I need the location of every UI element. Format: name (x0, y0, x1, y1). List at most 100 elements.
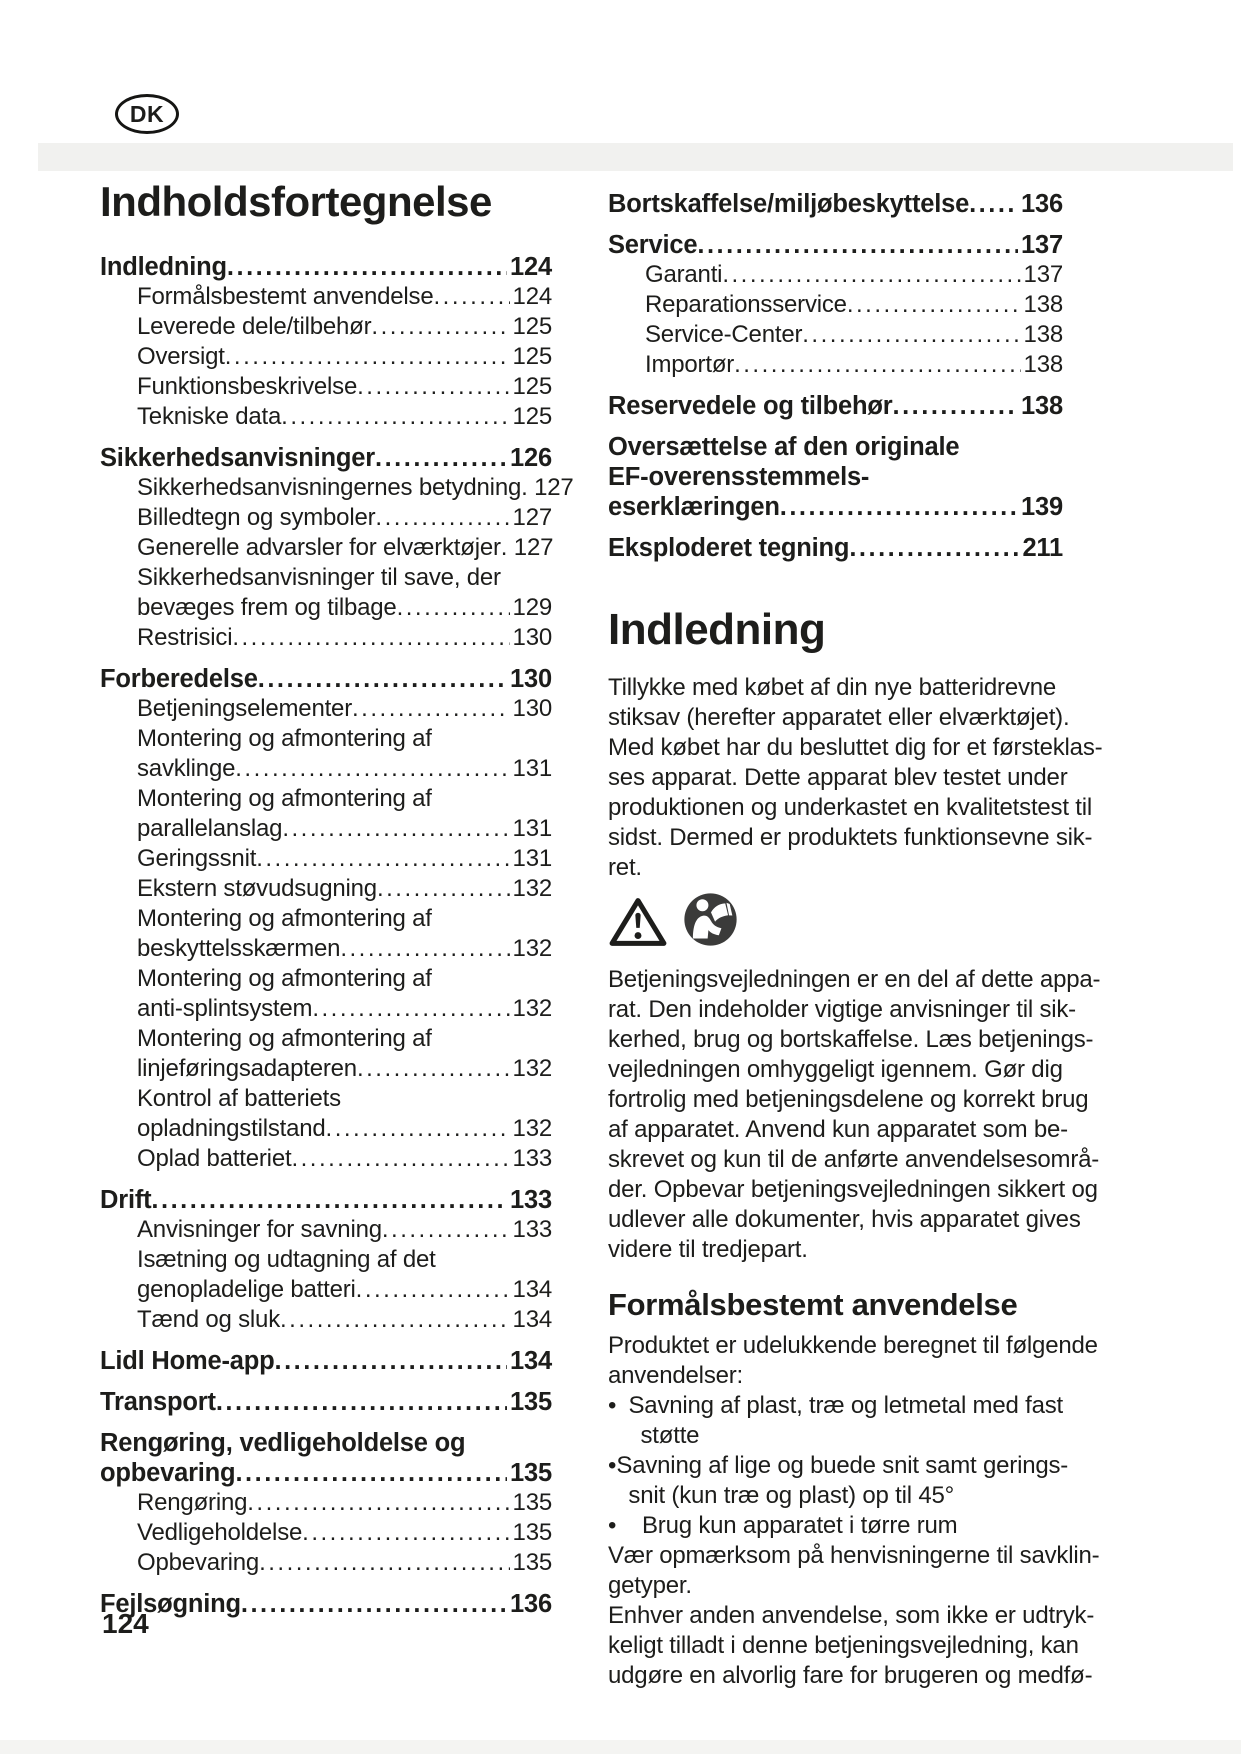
dot-leader (235, 754, 509, 784)
toc-entry-page-number: 129 (512, 594, 553, 621)
toc-entry: Service-Center 138 (608, 320, 1063, 350)
bullet-marker: • (608, 1392, 617, 1419)
toc-entry-last-line: Transport 135 (100, 1387, 552, 1417)
text-line: Brug kun apparatet i tørre rum (642, 1512, 958, 1539)
toc-entry-page-number: 131 (512, 815, 553, 842)
toc-entry: Anvisninger for savning 133 (100, 1215, 552, 1245)
toc-entry: Vedligeholdelse 135 (100, 1518, 552, 1548)
dot-leader (235, 1458, 507, 1488)
dot-leader (312, 994, 509, 1024)
dot-leader (501, 533, 511, 563)
toc-title: Indholdsfortegnelse (100, 178, 492, 225)
usage-note-paragraph: Vær opmærksom på henvisningerne til savk… (608, 1541, 1100, 1601)
text-line: Enhver anden anvendelse, som ikke er udt… (608, 1602, 1095, 1629)
toc-entry-label: Ekstern støvudsugning (137, 875, 377, 902)
toc-entry: Isætning og udtagning af det genopladelig… (100, 1245, 552, 1305)
toc-entry: Montering og afmontering af anti-splintsy… (100, 964, 552, 1024)
toc-entry-label: beskyttelsskærmen (137, 935, 341, 962)
toc-entry-label: savklinge (137, 755, 236, 782)
toc-entry-last-line: Anvisninger for savning 133 (137, 1215, 552, 1245)
toc-entry-label: Lidl Home-app (100, 1347, 275, 1375)
toc-entry: Oversigt 125 (100, 342, 552, 372)
dot-leader (433, 282, 509, 312)
toc-entry-last-line: Geringssnit 131 (137, 844, 552, 874)
toc-entry: Eksploderet tegning 211 (608, 533, 1063, 563)
toc-entry-last-line: opladningstilstand 132 (137, 1114, 552, 1144)
toc-entry: Importør 138 (608, 350, 1063, 380)
dot-leader (247, 1488, 509, 1518)
dot-leader (722, 260, 1020, 290)
toc-entry-last-line: Drift 133 (100, 1185, 552, 1215)
article-column: Bortskaffelse/miljøbeskyttelse 136 Service… (608, 178, 1103, 1691)
toc-entry-page-number: 131 (512, 845, 553, 872)
toc-entry-page-number: 134 (510, 1347, 552, 1375)
text-line: støtte (640, 1422, 700, 1449)
dot-leader (847, 290, 1021, 320)
toc-entry-page-number: 124 (512, 283, 553, 310)
toc-entry-label: Oplad batteriet (137, 1145, 292, 1172)
toc-entry-page-number: 138 (1023, 321, 1064, 348)
toc-entry-label: Geringssnit (137, 845, 257, 872)
toc-entry-last-line: Eksploderet tegning 211 (608, 533, 1063, 563)
toc-entry-page-number: 131 (512, 755, 553, 782)
toc-entry-page-number: 127 (513, 534, 554, 561)
toc-entry-line: Rengøring, vedligeholdelse og (100, 1429, 466, 1457)
text-line: fortrolig med betjeningsdelene og korrek… (608, 1086, 1089, 1113)
toc-entry-label: opladningstilstand (137, 1115, 326, 1142)
text-line: kerhed, brug og bortskaffelse. Læs betje… (608, 1026, 1094, 1053)
toc-entry: Drift 133 (100, 1185, 552, 1215)
toc-entry-last-line: genopladelige batteri 134 (137, 1275, 552, 1305)
dot-leader (397, 593, 510, 623)
toc-entry: Restrisici 130 (100, 623, 552, 653)
toc-entry-label: Rengøring (137, 1489, 248, 1516)
toc-entry: Oplad batteriet 133 (100, 1144, 552, 1174)
toc-entry-page-number: 133 (512, 1145, 553, 1172)
toc-entry-last-line: Oversigt 125 (137, 342, 552, 372)
toc-entry-label: Vedligeholdelse (137, 1519, 303, 1546)
text-line: udlever alle dokumenter, hvis apparatet … (608, 1206, 1081, 1233)
toc-entry-page-number: 134 (512, 1306, 553, 1333)
toc-entry: Bortskaffelse/miljøbeskyttelse 136 (608, 189, 1063, 219)
dot-leader (225, 342, 510, 372)
read-manual-icon (682, 891, 739, 953)
text-line: Tillykke med købet af din nye batteridre… (608, 674, 1057, 701)
toc-entry-last-line: Reparationsservice 138 (645, 290, 1063, 320)
toc-entry-last-line: Sikkerhedsanvisningernes betydning 127 (137, 473, 574, 503)
page-number: 124 (102, 1608, 149, 1639)
toc-entry-last-line: Fejlsøgning 136 (100, 1589, 552, 1619)
toc-entry-page-number: 135 (512, 1519, 553, 1546)
bullet-marker: • (608, 1512, 617, 1539)
dot-leader (258, 664, 507, 694)
scan-shading-bottom (0, 1740, 1241, 1754)
toc-entry: Ekstern støvudsugning 132 (100, 874, 552, 904)
dot-leader (352, 694, 510, 724)
dot-leader (151, 1185, 507, 1215)
toc-entry-label: Anvisninger for savning (137, 1216, 382, 1243)
toc-entry-label: anti-splintsystem (137, 995, 313, 1022)
dot-leader (382, 1215, 510, 1245)
toc-entry-label: Indledning (100, 253, 227, 281)
toc-entry-page-number: 134 (512, 1276, 553, 1303)
toc-entry-page-number: 139 (1021, 493, 1063, 521)
bullet-item: • Brug kun apparatet i tørre rum (608, 1511, 1063, 1541)
dot-leader (280, 1305, 510, 1335)
toc-entry-last-line: parallelanslag 131 (137, 814, 552, 844)
dot-leader (780, 492, 1018, 522)
dot-leader (371, 312, 509, 342)
toc-entry-label: bevæges frem og tilbage (137, 594, 397, 621)
toc-entry-label: Drift (100, 1186, 152, 1214)
toc-entry-last-line: linjeføringsadapteren 132 (137, 1054, 552, 1084)
toc-entry: Montering og afmontering af linjeføringsa… (100, 1024, 552, 1084)
toc-entry-line: EF-overensstemmels- (608, 463, 870, 491)
toc-entry-last-line: Billedtegn og symboler 127 (137, 503, 552, 533)
dot-leader (302, 1518, 509, 1548)
text-line: videre til tredjepart. (608, 1236, 808, 1263)
toc-entry-label: Restrisici (137, 624, 233, 651)
toc-entry-label: Generelle advarsler for elværktøjer (137, 534, 501, 561)
bullet-text: Savning af plast, træ og letmetal med fa… (629, 1391, 1064, 1451)
toc-entry-label: Service (608, 231, 698, 259)
dot-leader (375, 443, 507, 473)
toc-entry: Rengøring 135 (100, 1488, 552, 1518)
toc-entry: Sikkerhedsanvisningernes betydning 127 (100, 473, 574, 503)
